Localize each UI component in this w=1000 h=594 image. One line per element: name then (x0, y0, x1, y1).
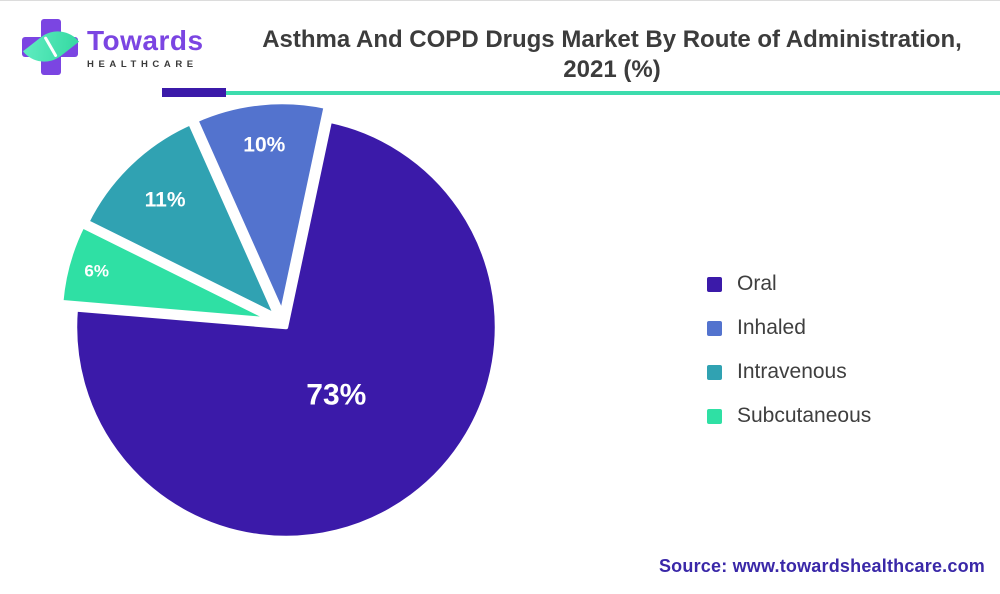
logo-text: Towards HEALTHCARE (87, 19, 204, 71)
legend-item-oral: Oral (707, 272, 871, 296)
logo-brand-name: Towards (87, 25, 204, 56)
legend-swatch-icon (707, 276, 722, 292)
chart-title: Asthma And COPD Drugs Market By Route of… (224, 25, 1000, 85)
pie-slice-oral (72, 118, 500, 541)
legend-swatch-icon (707, 408, 722, 424)
legend-item-intravenous: Intravenous (707, 360, 871, 384)
title-underline-accent (162, 88, 226, 97)
chart-title-line1: Asthma And COPD Drugs Market By Route of… (262, 26, 962, 53)
legend-item-subcutaneous: Subcutaneous (707, 404, 871, 428)
pie-data-label-intravenous: 11% (145, 189, 186, 212)
legend-item-inhaled: Inhaled (707, 316, 871, 340)
logo-brand-subtext: HEALTHCARE (87, 59, 198, 70)
legend-label: Subcutaneous (737, 404, 872, 427)
source-link[interactable]: Source: www.towardshealthcare.com (658, 556, 985, 576)
logo: Towards HEALTHCARE (22, 19, 204, 77)
logo-cross-leaf-icon (22, 19, 80, 77)
chart-legend: Oral Inhaled Intravenous Subcutaneous (707, 272, 871, 428)
pie-slice-subcutaneous (58, 223, 274, 323)
legend-label: Oral (737, 272, 777, 295)
legend-swatch-icon (707, 320, 722, 336)
pie-data-label-inhaled: 10% (243, 134, 285, 157)
title-underline-rule (226, 91, 1000, 95)
legend-label: Intravenous (737, 360, 847, 383)
pie-slice-intravenous (84, 120, 279, 319)
legend-swatch-icon (707, 364, 722, 380)
pie-data-label-subcutaneous: 6% (84, 261, 109, 280)
chart-title-line2: 2021 (%) (563, 56, 661, 83)
pie-slice-inhaled (193, 99, 329, 316)
pie-data-label-oral: 73% (306, 378, 366, 411)
legend-label: Inhaled (737, 316, 806, 339)
